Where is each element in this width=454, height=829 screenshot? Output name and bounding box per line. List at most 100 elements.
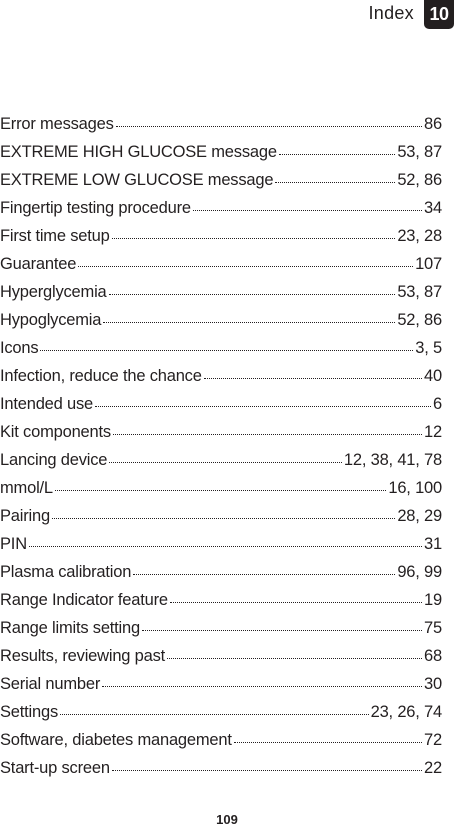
index-entry: Serial number 30: [0, 670, 442, 698]
page-number: 109: [216, 812, 238, 827]
index-term: Range limits setting: [0, 619, 140, 637]
index-entry: Kit components 12: [0, 418, 442, 446]
page-header: Index 10: [368, 0, 454, 30]
index-term: Settings: [0, 703, 59, 721]
index-entry: Hyperglycemia 53, 87: [0, 278, 442, 306]
index-entry: Error messages 86: [0, 110, 442, 138]
index-term: EXTREME HIGH GLUCOSE message: [0, 143, 277, 161]
index-page-refs: 23, 26, 74: [370, 703, 443, 721]
index-term: Error messages: [0, 115, 114, 133]
index-page-refs: 40: [424, 367, 442, 385]
index-term: Software, diabetes management: [0, 731, 232, 749]
index-page-refs: 22: [424, 759, 442, 777]
index-page-refs: 96, 99: [397, 563, 442, 581]
dot-leader: [233, 742, 423, 743]
index-term: Results, reviewing past: [0, 647, 166, 665]
index-page-refs: 30: [424, 675, 442, 693]
index-page-refs: 31: [424, 535, 442, 553]
index-term: Hyperglycemia: [0, 283, 107, 301]
index-entry: Range limits setting 75: [0, 614, 442, 642]
index-entry: mmol/L 16, 100: [0, 474, 442, 502]
dot-leader: [108, 294, 396, 295]
dot-leader: [111, 238, 396, 239]
index-entry: Intended use 6: [0, 390, 442, 418]
index-page-refs: 19: [424, 591, 442, 609]
index-term: First time setup: [0, 227, 110, 245]
index-term: Pairing: [0, 507, 50, 525]
index-term: EXTREME LOW GLUCOSE message: [0, 171, 274, 189]
dot-leader: [102, 686, 423, 687]
dot-leader: [109, 462, 342, 463]
dot-leader: [60, 714, 369, 715]
index-entry: Pairing 28, 29: [0, 502, 442, 530]
dot-leader: [103, 322, 396, 323]
index-term: Icons: [0, 339, 39, 357]
index-term: Serial number: [0, 675, 101, 693]
index-page-refs: 12: [424, 423, 442, 441]
index-page-refs: 75: [424, 619, 442, 637]
index-entry: Plasma calibration 96, 99: [0, 558, 442, 586]
index-page-refs: 16, 100: [388, 479, 442, 497]
dot-leader: [192, 210, 423, 211]
index-entry: Software, diabetes management 72: [0, 726, 442, 754]
index-entry: Icons 3, 5: [0, 334, 442, 362]
dot-leader: [275, 182, 396, 183]
index-entry: First time setup 23, 28: [0, 222, 442, 250]
dot-leader: [111, 770, 423, 771]
dot-leader: [112, 434, 423, 435]
index-page-refs: 3, 5: [415, 339, 442, 357]
dot-leader: [167, 658, 423, 659]
index-term: Kit components: [0, 423, 111, 441]
index-term: Plasma calibration: [0, 563, 132, 581]
index-entry: Infection, reduce the chance 40: [0, 362, 442, 390]
dot-leader: [115, 126, 423, 127]
dot-leader: [141, 630, 423, 631]
section-title: Index: [368, 3, 414, 23]
index-term: Infection, reduce the chance: [0, 367, 202, 385]
index-term: Range Indicator feature: [0, 591, 168, 609]
index-page-refs: 52, 86: [397, 311, 442, 329]
index-page-refs: 53, 87: [397, 283, 442, 301]
dot-leader: [203, 378, 423, 379]
index-entry: Results, reviewing past 68: [0, 642, 442, 670]
dot-leader: [40, 350, 414, 351]
index-term: mmol/L: [0, 479, 53, 497]
dot-leader: [54, 490, 387, 491]
index-list: Error messages 86 EXTREME HIGH GLUCOSE mes…: [0, 110, 442, 782]
index-entry: EXTREME HIGH GLUCOSE message 53, 87: [0, 138, 442, 166]
index-page-refs: 86: [424, 115, 442, 133]
index-page-refs: 107: [415, 255, 442, 273]
dot-leader: [278, 154, 396, 155]
index-entry: Lancing device 12, 38, 41, 78: [0, 446, 442, 474]
index-term: Intended use: [0, 395, 94, 413]
index-term: Hypoglycemia: [0, 311, 102, 329]
dot-leader: [169, 602, 423, 603]
index-term: Guarantee: [0, 255, 77, 273]
dot-leader: [51, 518, 396, 519]
index-entry: Settings 23, 26, 74: [0, 698, 442, 726]
index-term: Lancing device: [0, 451, 108, 469]
index-page-refs: 68: [424, 647, 442, 665]
index-page-refs: 28, 29: [397, 507, 442, 525]
index-term: PIN: [0, 535, 27, 553]
index-entry: Range Indicator feature 19: [0, 586, 442, 614]
index-entry: EXTREME LOW GLUCOSE message 52, 86: [0, 166, 442, 194]
index-entry: Start-up screen 22: [0, 754, 442, 782]
dot-leader: [78, 266, 414, 267]
dot-leader: [95, 406, 432, 407]
index-entry: Fingertip testing procedure 34: [0, 194, 442, 222]
index-page-refs: 52, 86: [397, 171, 442, 189]
index-term: Fingertip testing procedure: [0, 199, 191, 217]
dot-leader: [133, 574, 396, 575]
index-entry: PIN 31: [0, 530, 442, 558]
index-entry: Hypoglycemia 52, 86: [0, 306, 442, 334]
index-page-refs: 53, 87: [397, 143, 442, 161]
index-page-refs: 12, 38, 41, 78: [343, 451, 442, 469]
index-page-refs: 72: [424, 731, 442, 749]
index-page-refs: 34: [424, 199, 442, 217]
index-page-refs: 6: [433, 395, 442, 413]
index-page-refs: 23, 28: [397, 227, 442, 245]
chapter-badge: 10: [424, 0, 454, 29]
dot-leader: [28, 546, 423, 547]
index-term: Start-up screen: [0, 759, 110, 777]
